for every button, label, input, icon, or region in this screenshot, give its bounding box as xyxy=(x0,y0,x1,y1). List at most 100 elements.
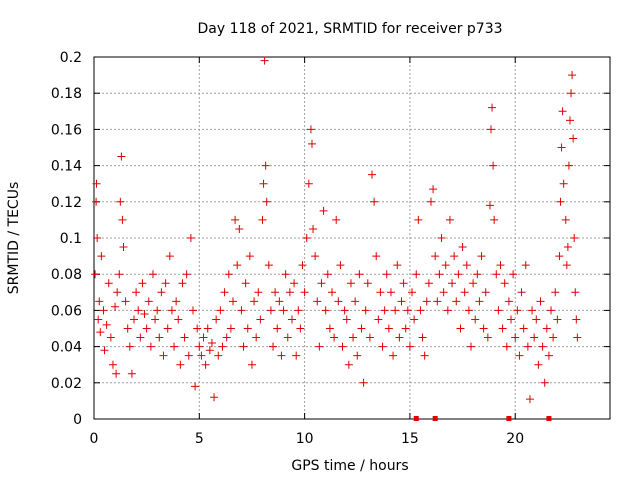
data-point xyxy=(569,134,578,143)
data-point xyxy=(469,279,478,288)
data-point xyxy=(269,342,278,351)
data-point xyxy=(540,378,549,387)
data-point xyxy=(334,297,343,306)
data-point xyxy=(471,315,480,324)
data-point xyxy=(106,333,115,342)
chart-title: Day 118 of 2021, SRMTID for receiver p73… xyxy=(197,21,502,37)
data-point xyxy=(355,270,364,279)
data-point xyxy=(296,324,305,333)
data-point xyxy=(203,324,212,333)
data-point xyxy=(370,197,379,206)
y-tick-label: 0.02 xyxy=(51,376,82,392)
data-point xyxy=(412,270,421,279)
y-tick-label: 0.1 xyxy=(60,231,82,247)
data-point xyxy=(144,297,153,306)
data-point xyxy=(414,215,423,224)
data-point xyxy=(490,215,499,224)
data-point xyxy=(176,360,185,369)
data-point xyxy=(138,279,147,288)
y-tick-label: 0.12 xyxy=(51,195,82,211)
data-point xyxy=(245,252,254,261)
data-point xyxy=(146,342,155,351)
data-point xyxy=(565,116,574,125)
data-point xyxy=(481,288,490,297)
data-point xyxy=(167,306,176,315)
data-point xyxy=(433,297,442,306)
data-point xyxy=(119,243,128,252)
data-point xyxy=(368,170,377,179)
data-point xyxy=(456,324,465,333)
data-point xyxy=(92,197,101,206)
data-point xyxy=(239,342,248,351)
data-point xyxy=(311,252,320,261)
data-point xyxy=(216,306,225,315)
data-point xyxy=(403,306,412,315)
data-point xyxy=(178,279,187,288)
data-point xyxy=(568,71,577,80)
x-tick-label: 5 xyxy=(195,431,204,447)
data-point xyxy=(359,378,368,387)
data-point xyxy=(416,306,425,315)
data-point xyxy=(500,279,509,288)
data-point xyxy=(483,333,492,342)
data-point xyxy=(536,297,545,306)
data-point xyxy=(559,179,568,188)
data-point xyxy=(332,215,341,224)
data-point xyxy=(199,333,208,342)
data-point xyxy=(252,333,261,342)
data-point xyxy=(279,306,288,315)
data-point xyxy=(170,342,179,351)
data-point xyxy=(118,215,127,224)
data-point xyxy=(431,252,440,261)
data-point xyxy=(372,252,381,261)
data-point xyxy=(264,261,273,270)
data-point xyxy=(290,279,299,288)
data-point xyxy=(91,270,100,279)
x-tick-label: 15 xyxy=(401,431,419,447)
data-point xyxy=(180,333,189,342)
y-tick-label: 0.2 xyxy=(60,50,82,66)
data-point xyxy=(95,297,104,306)
data-point xyxy=(353,351,362,360)
data-point xyxy=(532,315,541,324)
data-point xyxy=(155,333,164,342)
data-point xyxy=(259,179,268,188)
data-point xyxy=(338,342,347,351)
data-point xyxy=(443,306,452,315)
data-point xyxy=(528,306,537,315)
data-point xyxy=(420,351,429,360)
data-point xyxy=(564,161,573,170)
data-point xyxy=(157,288,166,297)
data-point xyxy=(102,320,111,329)
data-point xyxy=(195,342,204,351)
data-point xyxy=(492,270,501,279)
data-point xyxy=(496,261,505,270)
data-point xyxy=(123,324,132,333)
data-point xyxy=(363,279,372,288)
x-tick-label: 0 xyxy=(90,431,99,447)
data-point xyxy=(207,338,216,347)
data-point xyxy=(226,324,235,333)
data-point xyxy=(125,342,134,351)
data-point xyxy=(397,297,406,306)
data-point xyxy=(306,125,315,134)
data-point xyxy=(307,139,316,148)
data-point xyxy=(224,270,233,279)
data-point xyxy=(445,215,454,224)
data-point xyxy=(450,252,459,261)
data-point xyxy=(494,306,503,315)
data-point xyxy=(365,333,374,342)
data-point xyxy=(262,197,271,206)
data-point xyxy=(340,306,349,315)
data-point xyxy=(513,306,522,315)
data-point xyxy=(300,288,309,297)
data-point xyxy=(515,351,524,360)
data-point xyxy=(260,56,269,65)
data-point xyxy=(462,261,471,270)
data-point xyxy=(165,252,174,261)
y-tick-label: 0.08 xyxy=(51,267,82,283)
data-point xyxy=(315,342,324,351)
data-point xyxy=(121,297,130,306)
data-point xyxy=(163,324,172,333)
